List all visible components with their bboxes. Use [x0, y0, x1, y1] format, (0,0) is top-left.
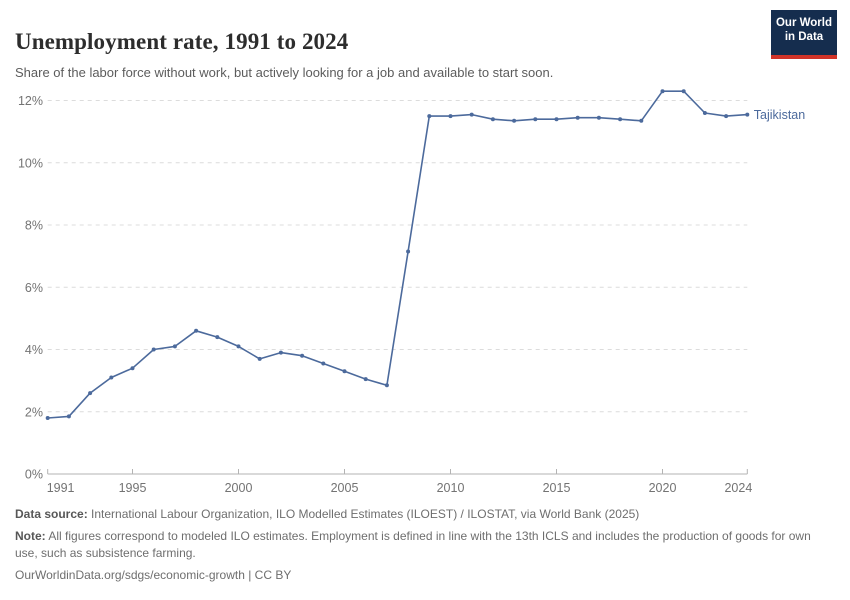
data-point-marker: [66, 414, 71, 419]
data-point-marker: [130, 366, 135, 371]
data-point-marker: [681, 89, 686, 94]
note-label: Note:: [15, 529, 46, 543]
data-point-marker: [109, 375, 114, 380]
data-point-marker: [596, 115, 601, 120]
y-axis-tick-label: 2%: [25, 405, 43, 419]
owid-logo[interactable]: Our World in Data: [771, 10, 837, 59]
entity-label[interactable]: Tajikistan: [754, 108, 805, 122]
data-point-marker: [512, 118, 517, 123]
y-axis-tick-label: 4%: [25, 343, 43, 357]
data-point-marker: [406, 249, 411, 254]
y-axis-tick-label: 6%: [25, 281, 43, 295]
data-point-marker: [215, 335, 220, 340]
data-point-marker: [194, 328, 199, 333]
data-point-marker: [533, 117, 538, 122]
data-source-line: Data source: International Labour Organi…: [15, 506, 815, 523]
y-axis-tick-label: 10%: [18, 156, 43, 170]
data-point-marker: [575, 115, 580, 120]
data-point-marker: [469, 112, 474, 117]
data-point-marker: [490, 117, 495, 122]
note-line: Note: All figures correspond to modeled …: [15, 528, 815, 562]
data-point-marker: [745, 112, 750, 117]
note-text: All figures correspond to modeled ILO es…: [15, 529, 811, 560]
data-point-marker: [278, 350, 283, 355]
chart-subtitle: Share of the labor force without work, b…: [15, 65, 554, 80]
data-point-marker: [45, 416, 50, 420]
x-axis-tick-label: 2010: [437, 481, 465, 495]
y-axis-tick-label: 12%: [18, 94, 43, 108]
license-line: OurWorldinData.org/sdgs/economic-growth …: [15, 567, 815, 584]
data-point-marker: [384, 383, 389, 388]
data-point-marker: [236, 344, 241, 349]
owid-logo-line2: in Data: [784, 31, 824, 43]
data-point-marker: [363, 377, 368, 382]
x-axis-tick-label: 1995: [119, 481, 147, 495]
data-point-marker: [660, 89, 665, 94]
y-axis-tick-label: 0%: [25, 468, 43, 482]
data-point-marker: [151, 347, 156, 352]
data-point-marker: [321, 361, 326, 366]
data-point-marker: [257, 356, 262, 361]
x-axis-tick-label: 2024: [724, 481, 752, 495]
chart-footer: Data source: International Labour Organi…: [15, 506, 815, 589]
owid-logo-line1: Our World: [775, 17, 832, 29]
data-point-marker: [342, 369, 347, 374]
page-title: Unemployment rate, 1991 to 2024: [15, 29, 349, 55]
data-source-label: Data source:: [15, 507, 88, 521]
data-point-marker: [88, 391, 93, 396]
x-axis-tick-label: 2015: [543, 481, 571, 495]
data-point-marker: [618, 117, 623, 122]
data-point-marker: [172, 344, 177, 349]
data-point-marker: [639, 118, 644, 123]
x-axis-tick-label: 2000: [225, 481, 253, 495]
x-axis-tick-label: 2020: [649, 481, 677, 495]
data-point-marker: [427, 114, 432, 119]
line-chart[interactable]: 0% 2% 4% 6% 8% 10% 12% 1991 1995 2000 2005 2010 2015…: [0, 80, 850, 505]
data-source-text: International Labour Organization, ILO M…: [87, 507, 640, 521]
data-point-marker: [300, 353, 305, 358]
data-point-marker: [448, 114, 453, 119]
x-axis-tick-label: 2005: [331, 481, 359, 495]
owid-url-link[interactable]: OurWorldinData.org/sdgs/economic-growth …: [15, 568, 292, 582]
x-axis-tick-label: 1991: [47, 481, 75, 495]
data-point-marker: [702, 111, 707, 115]
y-axis-tick-label: 8%: [25, 219, 43, 233]
data-line: [46, 90, 749, 419]
data-point-marker: [554, 117, 559, 122]
data-point-marker: [724, 114, 729, 119]
